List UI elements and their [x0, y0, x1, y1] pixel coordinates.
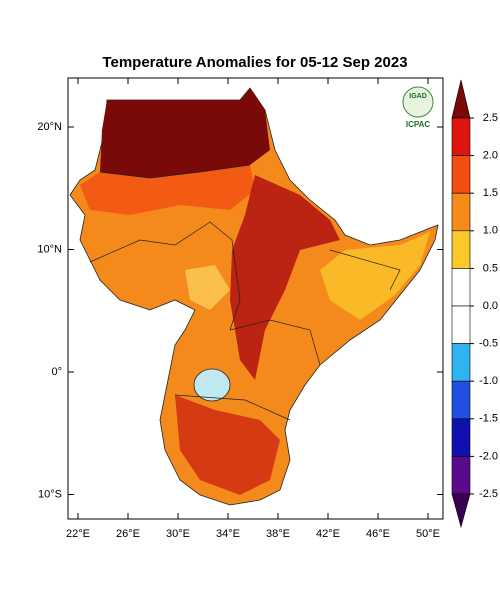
- mild-east: [320, 232, 430, 320]
- colorbar-label: 0.0: [483, 300, 498, 312]
- colorbar-bin: [451, 230, 471, 269]
- colorbar-bin: [451, 155, 471, 194]
- colorbar-label: 2.0: [483, 150, 498, 162]
- logo-badge: [402, 86, 434, 118]
- colorbar-bin: [451, 456, 471, 495]
- mild-center: [185, 265, 230, 310]
- border: [229, 319, 321, 366]
- map-area: IGAD ICPAC: [67, 77, 444, 520]
- colorbar-bin: [451, 380, 471, 420]
- colorbar-bin: [451, 343, 471, 382]
- colorbar-label: 2.5: [483, 112, 498, 124]
- border: [99, 164, 251, 179]
- y-tick-label: 10°S: [38, 488, 62, 500]
- colorbar-bin: [451, 192, 471, 232]
- colorbar-label: -1.0: [479, 375, 498, 387]
- x-tick-label: 38°E: [266, 528, 290, 540]
- y-tick-label: 0°: [51, 366, 62, 378]
- colorbar-bin: [451, 418, 471, 457]
- y-tick-label: 10°N: [37, 243, 62, 255]
- colorbar-label: 0.5: [483, 262, 498, 274]
- lake: [193, 368, 231, 402]
- map-frame: [67, 77, 444, 520]
- x-tick-label: 22°E: [66, 528, 90, 540]
- colorbar-label: -2.0: [479, 450, 498, 462]
- colorbar-cap: [451, 493, 471, 529]
- x-tick-label: 50°E: [416, 528, 440, 540]
- colorbar-label: -0.5: [479, 338, 498, 350]
- warm-band: [80, 165, 255, 215]
- x-tick-label: 34°E: [216, 528, 240, 540]
- hot-south: [175, 395, 280, 495]
- colorbar-bin: [451, 305, 471, 344]
- logo-bottom: ICPAC: [406, 120, 431, 129]
- x-tick-label: 26°E: [116, 528, 140, 540]
- colorbar-cap: [451, 79, 471, 119]
- map-title: Temperature Anomalies for 05-12 Sep 2023: [102, 54, 407, 71]
- y-tick-label: 20°N: [37, 121, 62, 133]
- colorbar-label: 1.0: [483, 225, 498, 237]
- x-tick-label: 46°E: [366, 528, 390, 540]
- colorbar-label: 1.5: [483, 187, 498, 199]
- hot-north: [100, 88, 270, 178]
- border: [174, 394, 291, 421]
- colorbar-label: -1.5: [479, 413, 498, 425]
- hot-highlands: [230, 175, 340, 380]
- x-tick-label: 30°E: [166, 528, 190, 540]
- colorbar-bin: [451, 268, 471, 307]
- logo-top: IGAD: [409, 93, 427, 100]
- colorbar-bin: [451, 117, 471, 156]
- border: [329, 249, 401, 291]
- colorbar-label: -2.5: [479, 488, 498, 500]
- x-tick-label: 42°E: [316, 528, 340, 540]
- border: [89, 221, 241, 331]
